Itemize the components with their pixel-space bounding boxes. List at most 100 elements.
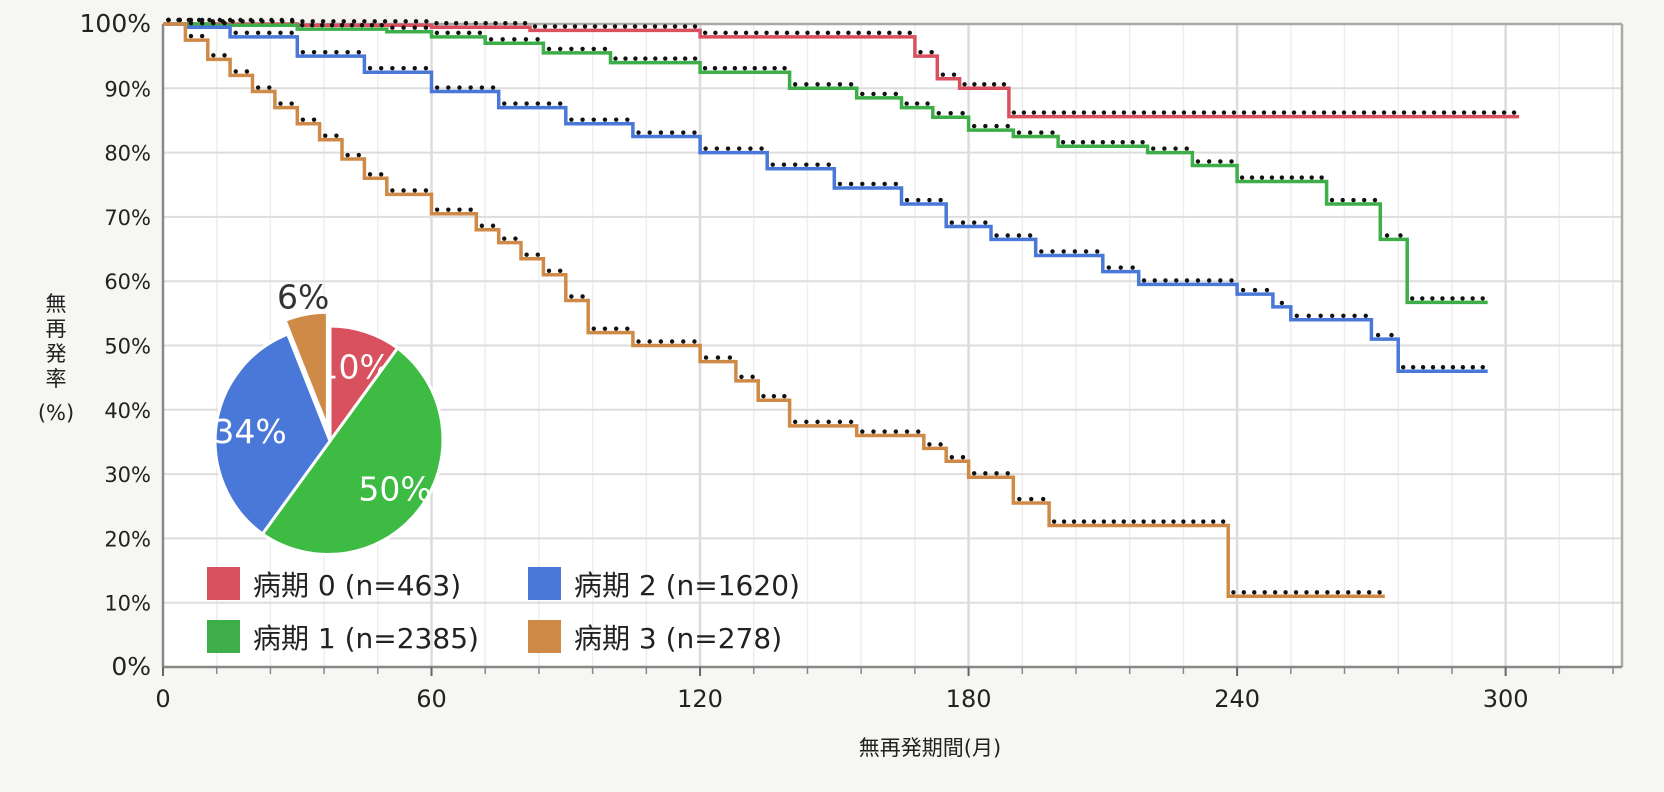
y-tick-label: 20%: [104, 527, 151, 551]
censor-mark: [323, 49, 328, 55]
censor-mark: [1141, 278, 1147, 283]
censor-mark: [1321, 110, 1327, 115]
censor-mark: [289, 30, 294, 36]
censor-mark: [351, 19, 357, 24]
censor-mark: [949, 455, 954, 460]
censor-mark: [733, 30, 739, 36]
censor-mark: [488, 37, 494, 42]
censor-mark: [764, 30, 769, 36]
censor-mark: [1021, 110, 1027, 115]
censor-mark: [752, 66, 757, 71]
censor-mark: [542, 24, 548, 29]
censor-mark: [983, 220, 988, 225]
censor-mark: [1111, 110, 1117, 115]
censor-mark: [714, 146, 720, 151]
censor-mark: [479, 85, 485, 90]
censor-mark: [897, 30, 902, 36]
censor-mark: [1211, 110, 1217, 115]
censor-mark: [960, 220, 966, 225]
censor-mark: [331, 19, 336, 24]
censor-mark: [278, 101, 283, 106]
censor-mark: [882, 429, 887, 434]
censor-mark: [1016, 233, 1022, 238]
censor-mark: [692, 339, 697, 344]
legend-label: 病期 2 (n=1620): [574, 569, 800, 602]
censor-mark: [546, 101, 552, 106]
censor-mark: [1301, 110, 1307, 115]
censor-mark: [532, 24, 538, 29]
censor-mark: [1329, 197, 1335, 203]
censor-mark: [1240, 287, 1246, 293]
censor-mark: [1319, 175, 1324, 180]
censor-mark: [483, 21, 488, 26]
censor-mark: [445, 30, 450, 36]
censor-mark: [1264, 287, 1270, 293]
censor-mark: [727, 355, 733, 360]
x-tick-label: 60: [416, 685, 447, 713]
censor-mark: [1051, 110, 1057, 115]
censor-mark: [1027, 233, 1033, 238]
censor-mark: [334, 133, 339, 138]
censor-mark: [500, 37, 505, 42]
censor-mark: [1480, 365, 1485, 370]
censor-mark: [647, 130, 652, 135]
censor-mark: [453, 21, 459, 26]
censor-mark: [260, 19, 265, 24]
censor-mark: [904, 101, 909, 106]
censor-mark: [423, 188, 429, 193]
censor-mark: [669, 339, 675, 344]
censor-mark: [1241, 590, 1247, 595]
censor-mark: [188, 33, 194, 39]
censor-mark: [493, 21, 498, 26]
censor-mark: [1218, 159, 1223, 164]
censor-mark: [1174, 278, 1179, 283]
censor-mark: [1377, 590, 1382, 595]
censor-mark: [1269, 175, 1275, 180]
censor-mark: [927, 442, 932, 447]
censor-mark: [378, 172, 384, 177]
censor-mark: [1206, 159, 1212, 164]
censor-mark: [233, 69, 238, 74]
censor-mark: [591, 117, 596, 122]
censor-mark: [1231, 110, 1237, 115]
censor-mark: [1091, 519, 1097, 524]
censor-mark: [1340, 197, 1345, 203]
censor-mark: [1356, 590, 1361, 595]
censor-mark: [669, 130, 675, 135]
censor-mark: [562, 24, 568, 29]
censor-mark: [636, 339, 641, 344]
censor-mark: [938, 197, 943, 203]
censor-mark: [1121, 519, 1126, 524]
censor-mark: [613, 56, 618, 61]
censor-mark: [1017, 496, 1022, 502]
censor-mark: [490, 223, 496, 228]
censor-mark: [1151, 519, 1156, 524]
censor-mark: [359, 22, 365, 28]
censor-mark: [602, 326, 608, 331]
censor-mark: [423, 66, 429, 71]
censor-mark: [1141, 110, 1147, 115]
censor-mark: [971, 123, 977, 129]
y-axis-title-char: (%): [38, 401, 74, 425]
censor-mark: [349, 22, 355, 28]
y-axis-title-char: 無: [46, 292, 67, 316]
censor-mark: [623, 56, 628, 61]
censor-mark: [1083, 249, 1089, 254]
censor-mark: [1239, 175, 1245, 180]
censor-mark: [300, 22, 305, 28]
censor-mark: [434, 85, 440, 90]
censor-mark: [582, 24, 588, 29]
censor-mark: [893, 181, 899, 187]
censor-mark: [522, 21, 528, 26]
censor-mark: [1421, 110, 1427, 115]
censor-mark: [250, 19, 255, 24]
censor-mark: [962, 82, 967, 87]
censor-mark: [1195, 278, 1201, 283]
censor-mark: [1173, 146, 1178, 151]
censor-mark: [826, 162, 831, 167]
censor-mark: [456, 30, 461, 36]
censor-mark: [792, 162, 798, 167]
censor-mark: [1398, 233, 1403, 238]
censor-mark: [267, 30, 272, 36]
censor-mark: [1293, 590, 1299, 595]
